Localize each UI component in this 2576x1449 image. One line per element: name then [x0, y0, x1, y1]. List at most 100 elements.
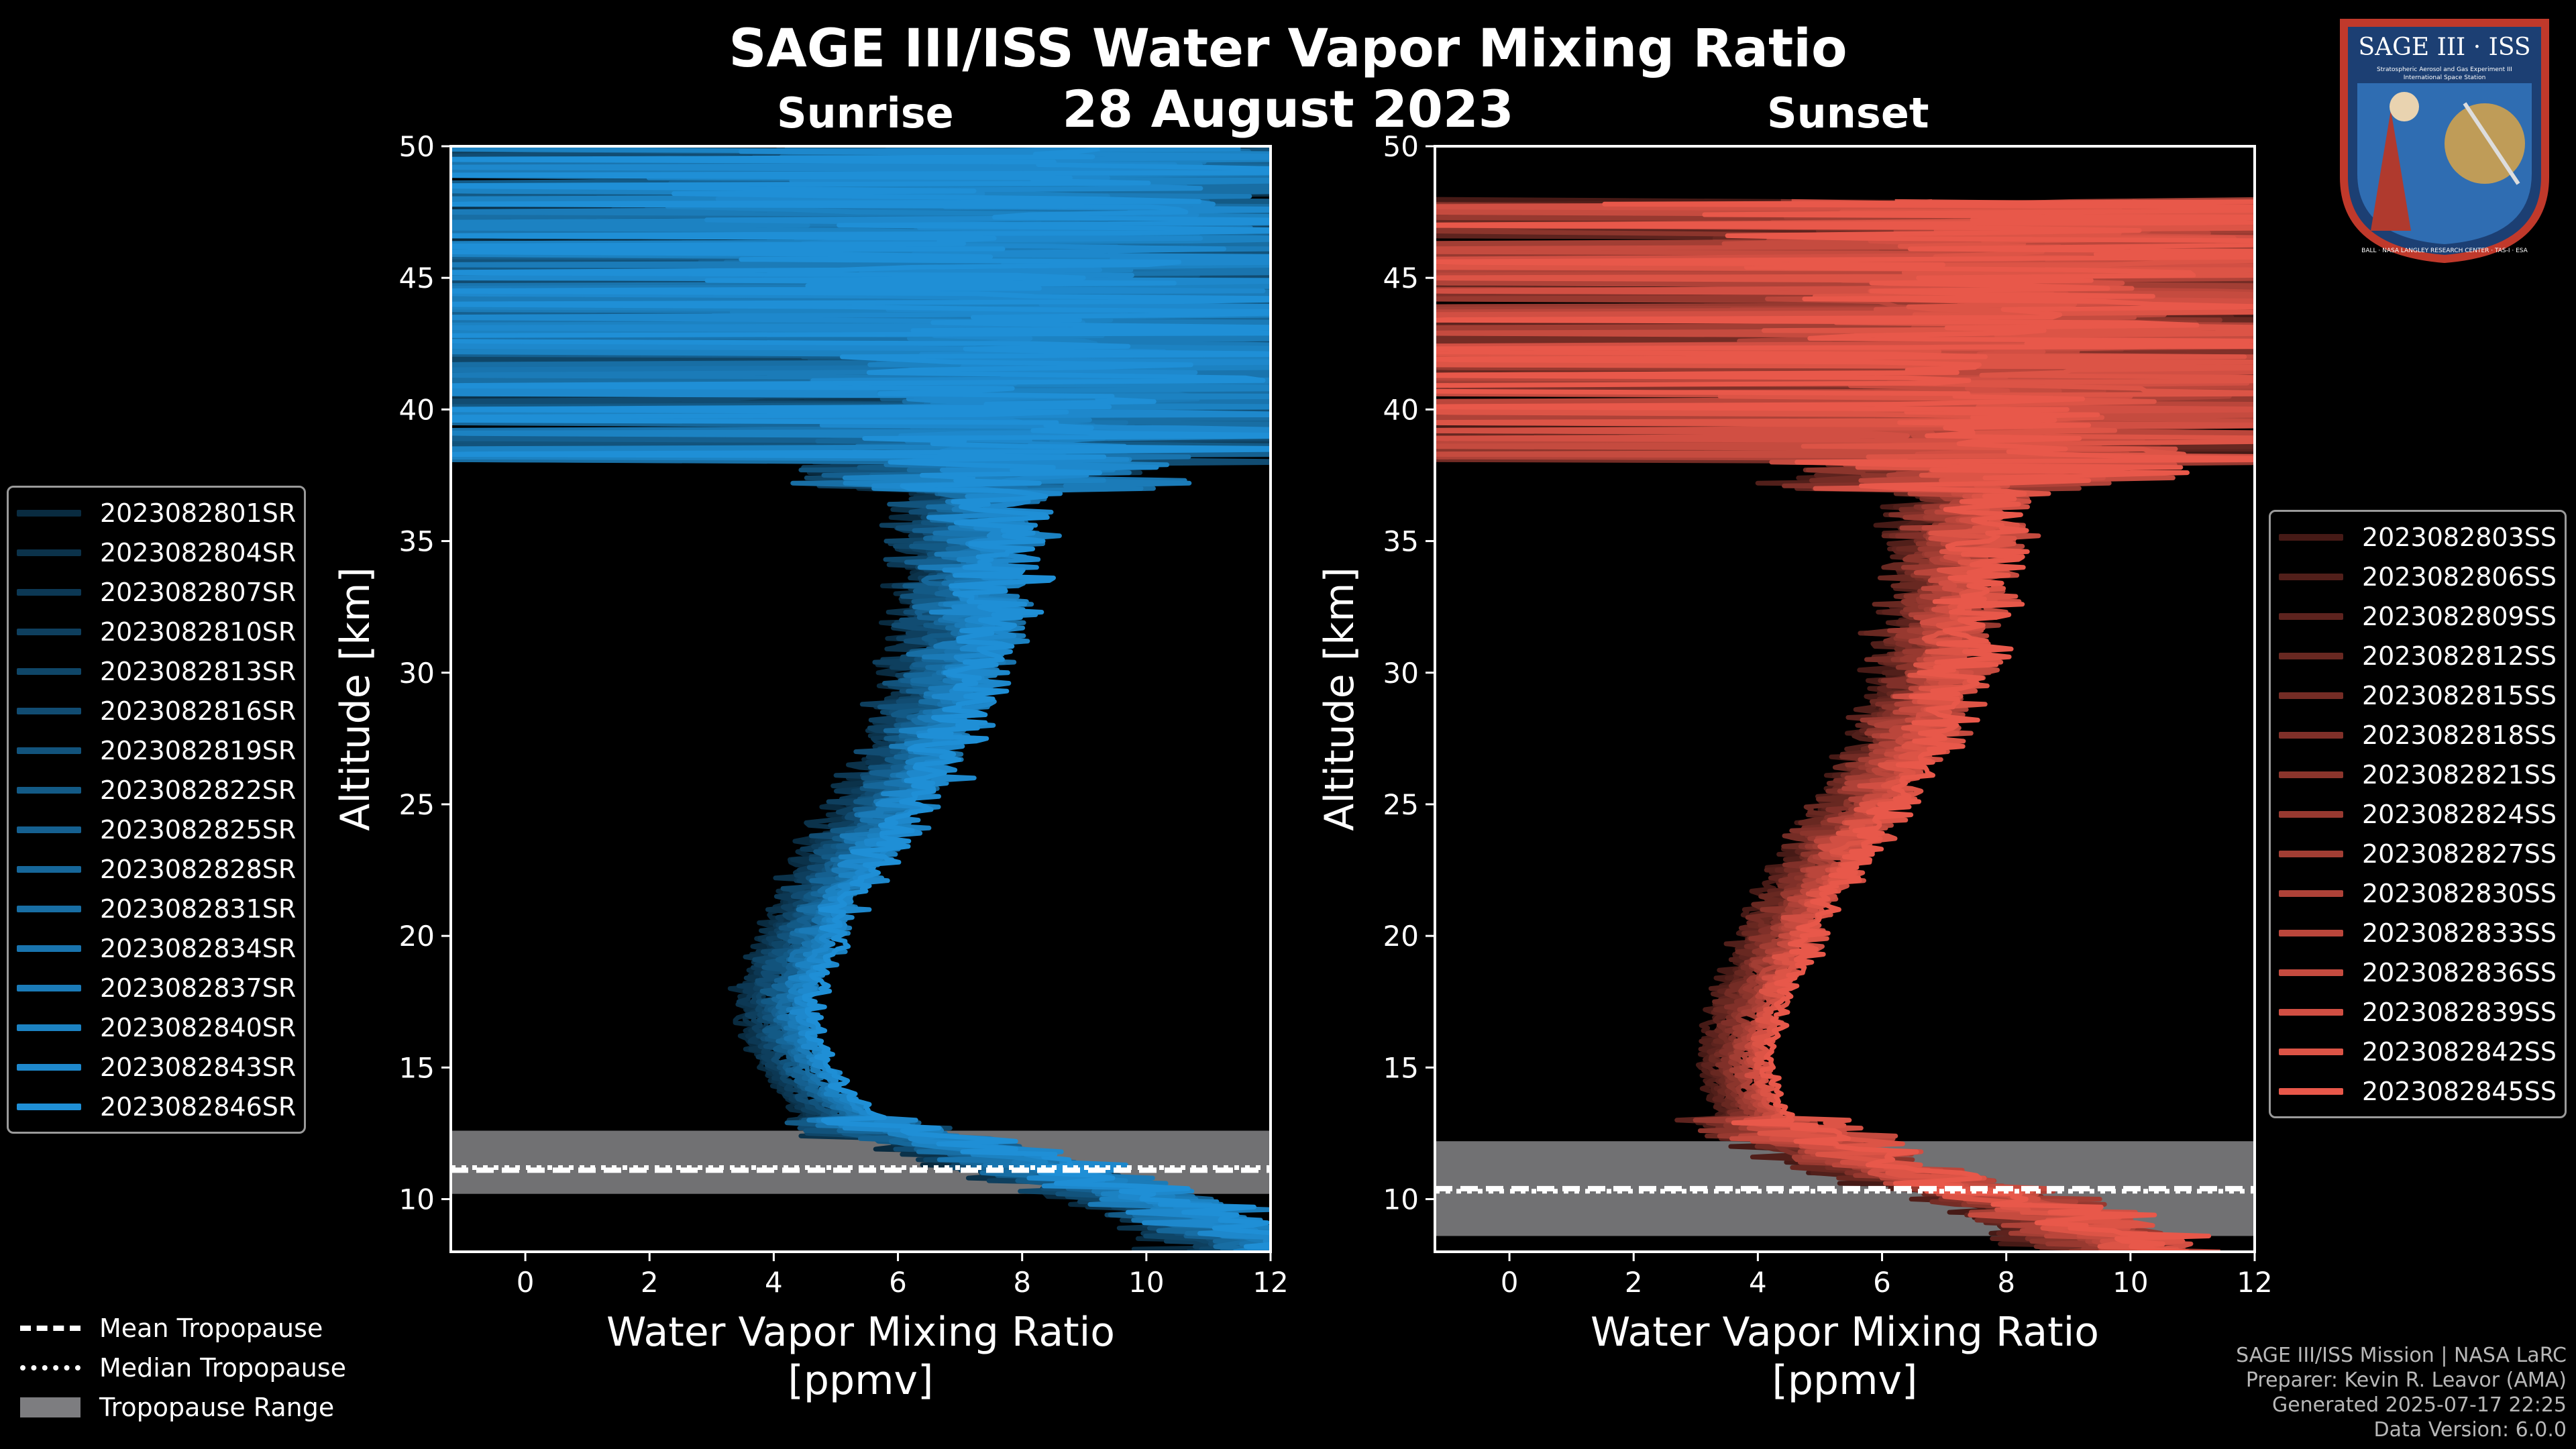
legend-label: 2023082827SS [2361, 839, 2557, 869]
logo-title: SAGE III · ISS [2358, 34, 2530, 61]
sunrise-xtick-label: 4 [765, 1266, 783, 1299]
legend-item-2023082831SR: 2023082831SR [17, 889, 296, 928]
legend-item-2023082840SR: 2023082840SR [17, 1008, 296, 1047]
legend-item-2023082845SS: 2023082845SS [2278, 1071, 2557, 1111]
legend-label: 2023082842SS [2361, 1036, 2557, 1067]
sunrise-ytick-label: 10 [399, 1183, 435, 1216]
legend-label: 2023082840SR [100, 1012, 297, 1042]
sunset-xtick-label: 4 [1749, 1266, 1767, 1299]
legend-swatch [2278, 890, 2343, 897]
legend-swatch [2278, 1087, 2343, 1095]
sunset-xtick-label: 12 [2237, 1266, 2272, 1299]
sunset-legend: 2023082803SS 2023082806SS 2023082809SS 2023… [2268, 510, 2567, 1118]
legend-item-2023082803SS: 2023082803SS [2278, 517, 2557, 557]
legend-swatch [17, 509, 81, 517]
sunset-ytick-label: 35 [1383, 525, 1419, 558]
legend-label: 2023082806SS [2361, 561, 2557, 592]
legend-item-2023082827SS: 2023082827SS [2278, 834, 2557, 873]
legend-swatch [17, 747, 81, 754]
legend-swatch [17, 865, 81, 873]
legend-label: 2023082821SS [2361, 759, 2557, 790]
legend-swatch [2278, 771, 2343, 778]
sunrise-plot-group: 0 2 4 6 8 10 12 10 15 20 25 30 35 40 45 50 Water Vapor M… [332, 130, 1289, 1404]
legend-item-2023082812SS: 2023082812SS [2278, 636, 2557, 676]
legend-swatch [17, 1024, 81, 1031]
legend-item-2023082801SR: 2023082801SR [17, 493, 296, 533]
sunrise-ytick-label: 20 [399, 920, 435, 953]
tropopause-legend: Mean Tropopause Median Tropopause Tropop… [20, 1308, 346, 1427]
legend-item-2023082816SR: 2023082816SR [17, 691, 296, 731]
legend-item-2023082818SS: 2023082818SS [2278, 715, 2557, 755]
range-swatch-icon [20, 1397, 80, 1417]
legend-swatch [17, 826, 81, 833]
legend-swatch [2278, 573, 2343, 580]
sunset-ytick-label: 25 [1383, 788, 1419, 821]
legend-item-2023082813SR: 2023082813SR [17, 651, 296, 691]
sunset-ytick-label: 15 [1383, 1051, 1419, 1084]
legend-item-2023082846SR: 2023082846SR [17, 1087, 296, 1126]
legend-label: 2023082825SR [100, 814, 297, 845]
sunset-ytick-label: 45 [1383, 262, 1419, 294]
legend-item-2023082842SS: 2023082842SS [2278, 1032, 2557, 1071]
legend-item-2023082828SR: 2023082828SR [17, 849, 296, 889]
legend-item-2023082809SS: 2023082809SS [2278, 596, 2557, 636]
sunrise-ylabel: Altitude [km] [332, 567, 379, 831]
legend-swatch [2278, 929, 2343, 936]
legend-swatch [2278, 1048, 2343, 1055]
legend-item-2023082821SS: 2023082821SS [2278, 755, 2557, 794]
legend-label: 2023082815SS [2361, 680, 2557, 710]
legend-swatch [17, 707, 81, 714]
legend-swatch [17, 628, 81, 635]
sunrise-ytick-label: 30 [399, 657, 435, 690]
legend-swatch [2278, 612, 2343, 620]
footer-credits: SAGE III/ISS Mission | NASA LaRC Prepare… [2236, 1343, 2567, 1442]
logo-subtitle: Stratospheric Aerosol and Gas Experiment… [2377, 66, 2512, 73]
sunrise-ytick-label: 45 [399, 262, 435, 294]
legend-item-2023082804SR: 2023082804SR [17, 533, 296, 572]
legend-item-2023082815SS: 2023082815SS [2278, 676, 2557, 715]
footer-line-4: Data Version: 6.0.0 [2373, 1418, 2567, 1442]
legend-item-2023082824SS: 2023082824SS [2278, 794, 2557, 834]
legend-swatch [2278, 533, 2343, 541]
sunset-xtick-label: 6 [1873, 1266, 1891, 1299]
legend-label: 2023082812SS [2361, 641, 2557, 671]
legend-label: 2023082809SS [2361, 601, 2557, 631]
legend-swatch [2278, 810, 2343, 818]
legend-tropopause-range: Tropopause Range [20, 1387, 346, 1427]
legend-swatch [2278, 652, 2343, 659]
footer-line-2: Preparer: Kevin R. Leavor (AMA) [2245, 1368, 2567, 1392]
sunrise-xtick-label: 10 [1128, 1266, 1164, 1299]
sunset-panel-title: Sunset [1767, 89, 1929, 138]
legend-mean-tropopause: Mean Tropopause [20, 1308, 346, 1348]
legend-swatch [17, 667, 81, 675]
sunset-ytick-label: 10 [1383, 1183, 1419, 1216]
legend-range-label: Tropopause Range [99, 1392, 335, 1422]
sunset-ylabel: Altitude [km] [1316, 567, 1363, 831]
sunset-plot-group: 0 2 4 6 8 10 12 10 15 20 25 30 35 40 45 50 Water Vapor M… [1316, 130, 2273, 1404]
legend-swatch [2278, 850, 2343, 857]
sunrise-ytick-label: 15 [399, 1051, 435, 1084]
legend-label: 2023082816SR [100, 696, 297, 726]
legend-label: 2023082839SS [2361, 997, 2557, 1027]
legend-item-2023082807SR: 2023082807SR [17, 572, 296, 612]
sunset-xtick-label: 8 [1997, 1266, 2015, 1299]
sunset-profile-2023082845SS [1435, 199, 2255, 1252]
sunset-ytick-label: 40 [1383, 393, 1419, 426]
legend-swatch [17, 549, 81, 556]
sunrise-xtick-label: 12 [1252, 1266, 1288, 1299]
sunrise-ytick-label: 40 [399, 393, 435, 426]
legend-swatch [2278, 731, 2343, 739]
legend-swatch [17, 984, 81, 991]
legend-swatch [17, 1063, 81, 1071]
legend-label: 2023082807SR [100, 577, 297, 607]
legend-label: 2023082822SR [100, 775, 297, 805]
legend-item-2023082834SR: 2023082834SR [17, 928, 296, 968]
legend-swatch [17, 588, 81, 596]
legend-mean-label: Mean Tropopause [99, 1313, 323, 1343]
sunset-xtick-label: 10 [2112, 1266, 2148, 1299]
sunrise-ytick-label: 50 [399, 130, 435, 163]
legend-median-label: Median Tropopause [99, 1352, 346, 1383]
dashed-line-icon [20, 1325, 80, 1331]
legend-item-2023082806SS: 2023082806SS [2278, 557, 2557, 596]
